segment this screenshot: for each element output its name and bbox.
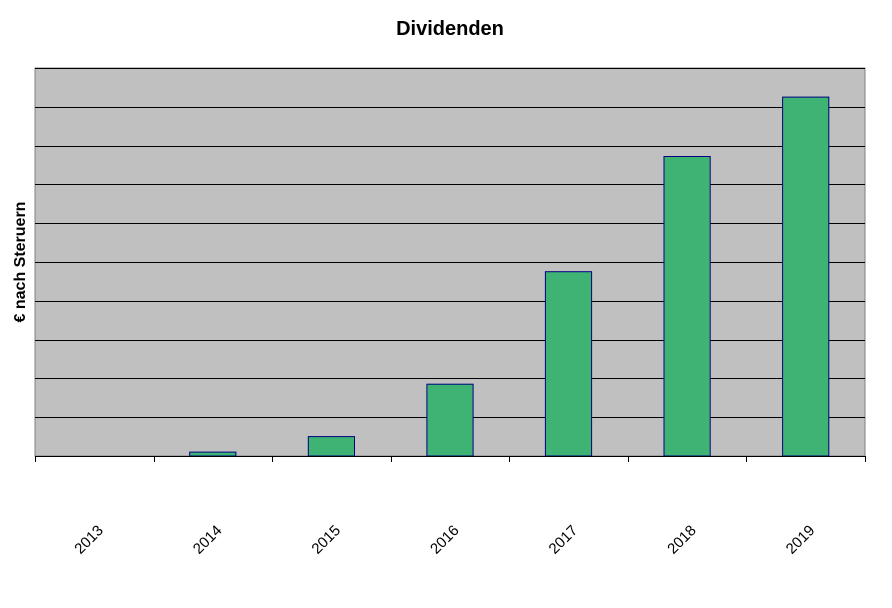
- x-tick-label: 2016: [427, 522, 463, 558]
- bar-2018: [663, 156, 711, 457]
- bars: [189, 96, 830, 457]
- bar-2019: [782, 96, 830, 457]
- gridlines: [35, 68, 865, 418]
- y-axis-label: € nach Steruern: [12, 202, 29, 323]
- bar-2015: [307, 436, 355, 457]
- x-tick-label: 2014: [190, 522, 226, 558]
- x-tick-label: 2018: [664, 522, 700, 558]
- chart-title: Dividenden: [396, 18, 504, 40]
- bar-2016: [426, 383, 474, 457]
- x-tick-label: 2013: [71, 522, 107, 558]
- x-tick-label: 2017: [546, 522, 582, 558]
- x-tick-labels: 2013 2014 2015 2016 2017 2018 2019: [71, 522, 818, 558]
- bar-2014: [189, 451, 237, 457]
- x-tick-label: 2019: [783, 522, 819, 558]
- x-tick-label: 2015: [308, 522, 344, 558]
- x-axis: [35, 456, 866, 462]
- bar-2017: [544, 271, 593, 457]
